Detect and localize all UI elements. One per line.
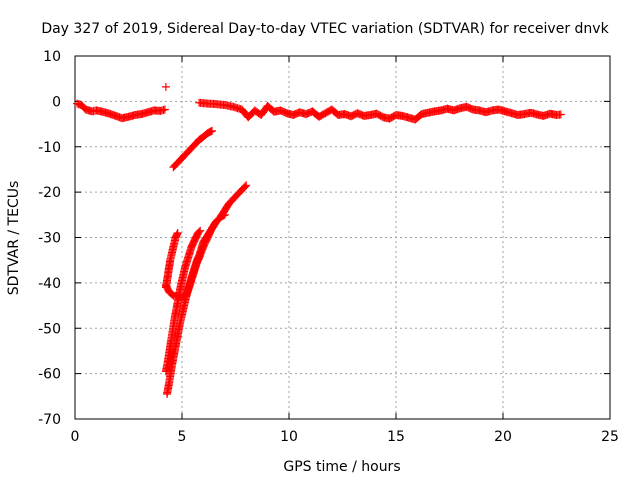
data-point [242, 181, 251, 190]
chart-title: Day 327 of 2019, Sidereal Day-to-day VTE… [41, 21, 609, 37]
series-arc-A [169, 126, 216, 172]
y-tick-label: 10 [43, 49, 61, 65]
y-tick-label: -70 [38, 412, 61, 428]
series-outlier [161, 82, 170, 91]
x-tick-label: 20 [494, 429, 512, 445]
y-tick-label: -50 [38, 321, 61, 337]
y-tick-label: 0 [52, 94, 61, 110]
series-near-zero-band [73, 99, 169, 123]
y-axis-label: SDTVAR / TECUs [6, 181, 22, 296]
series-arc-D [161, 226, 205, 376]
x-tick-label: 15 [387, 429, 405, 445]
x-tick-label: 10 [280, 429, 298, 445]
data-point [196, 226, 205, 235]
data-point [556, 110, 565, 119]
x-axis-label: GPS time / hours [283, 459, 400, 475]
x-tick-label: 25 [601, 429, 619, 445]
y-tick-label: -30 [38, 231, 61, 247]
y-tick-label: -20 [38, 185, 61, 201]
series-arc-E [161, 229, 182, 292]
y-tick-label: -10 [38, 140, 61, 156]
axis-ticks [74, 55, 611, 420]
data-point [208, 126, 216, 135]
grid-lines [75, 56, 610, 419]
data-point [241, 182, 250, 191]
x-tick-labels: 0 5 10 15 20 25 [71, 429, 619, 445]
y-tick-label: -60 [38, 367, 61, 383]
data-point [161, 82, 170, 91]
x-tick-label: 5 [178, 429, 187, 445]
data-points [73, 82, 565, 398]
x-tick-label: 0 [71, 429, 80, 445]
y-tick-label: -40 [38, 276, 61, 292]
data-point [195, 227, 204, 236]
y-tick-labels: -70 -60 -50 -40 -30 -20 -10 0 10 [38, 49, 61, 428]
data-point [173, 229, 182, 237]
data-point [220, 210, 229, 219]
series-near-zero-band-2 [195, 98, 565, 124]
data-point [160, 105, 169, 114]
